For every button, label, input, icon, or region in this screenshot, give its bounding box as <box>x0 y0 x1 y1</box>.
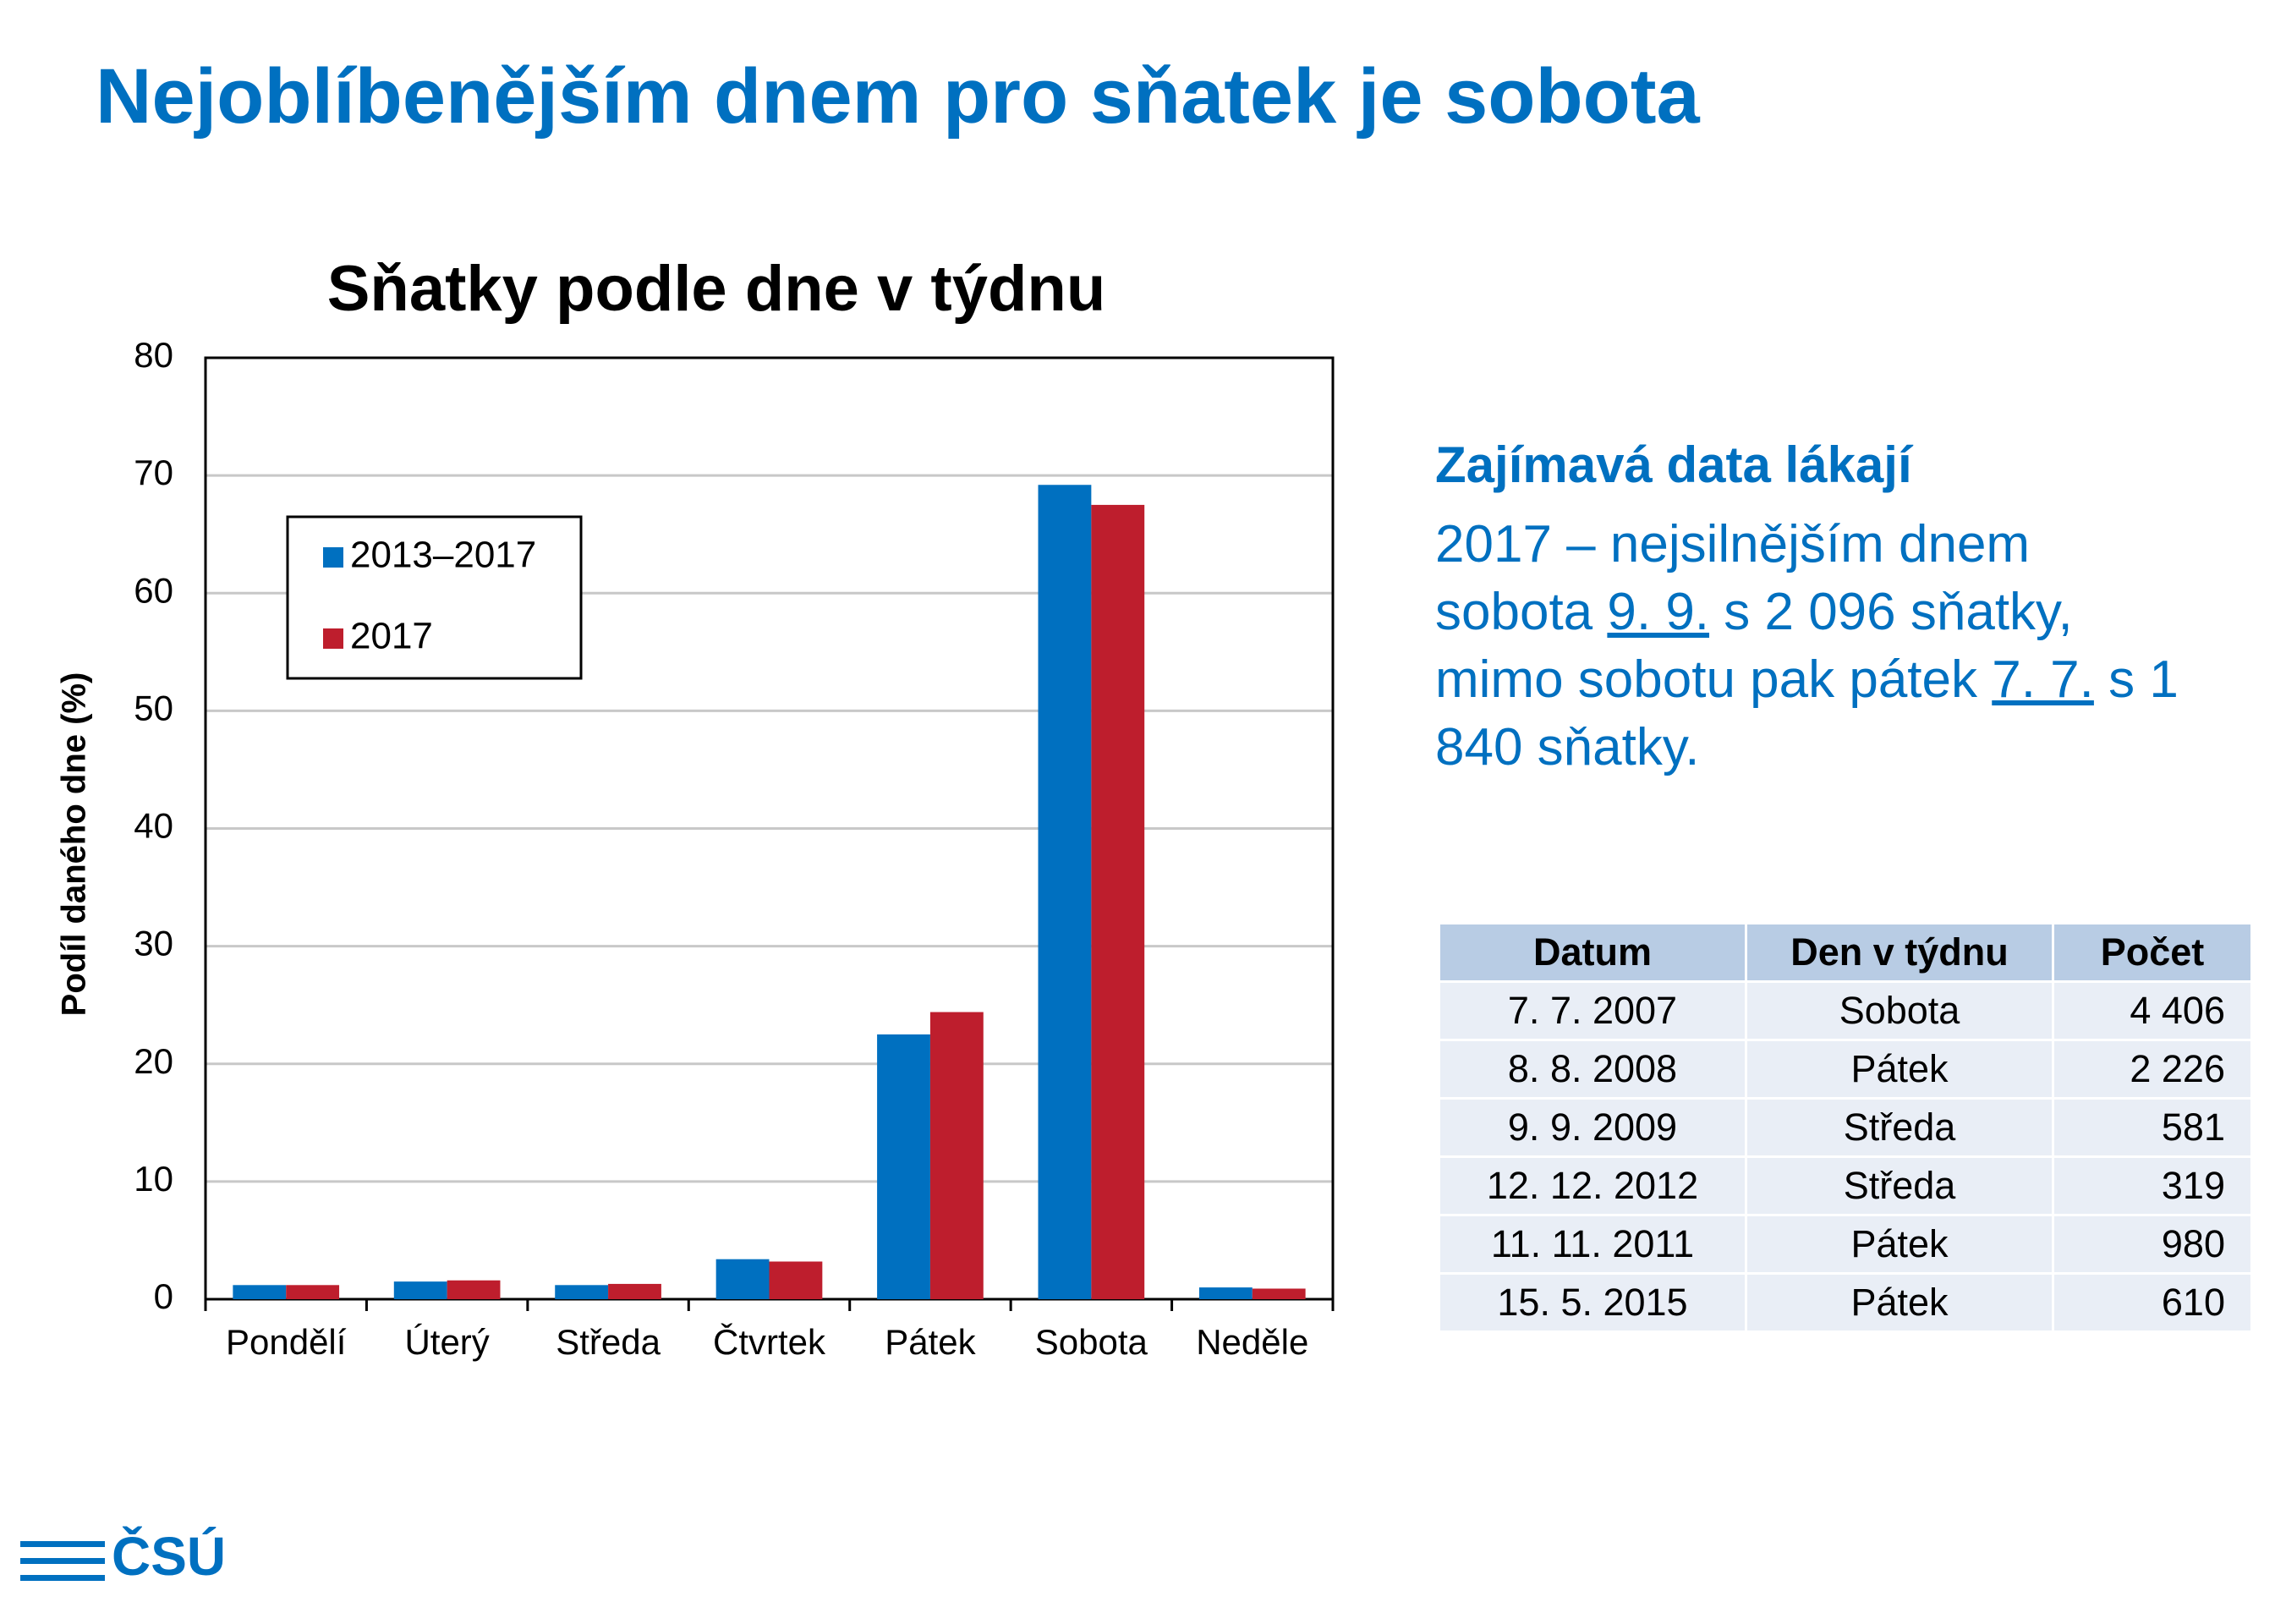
table: Datum Den v týdnu Počet 7. 7. 2007 Sobota 4 4… <box>1438 922 2253 1333</box>
table-row: 15. 5. 2015 Pátek 610 <box>1438 1272 2253 1333</box>
table-row: 7. 7. 2007 Sobota 4 406 <box>1438 980 2253 1041</box>
logo-stripe <box>20 1541 105 1547</box>
sidebar: Zajímavá data lákají 2017 – nejsilnějším… <box>1435 436 2179 782</box>
table-row: 9. 9. 2009 Středa 581 <box>1438 1097 2253 1158</box>
x-tick-label: Pondělí <box>226 1322 347 1362</box>
bar <box>393 1281 447 1299</box>
y-tick-label: 30 <box>134 924 173 963</box>
logo-stripe <box>20 1558 105 1564</box>
y-tick-label: 80 <box>134 335 173 375</box>
x-tick-label: Úterý <box>404 1322 489 1362</box>
link: 7. 7. <box>1992 650 2094 709</box>
legend-swatch <box>323 547 343 568</box>
y-tick-label: 70 <box>134 453 173 492</box>
text: 2017 – nejsilnějším dnem sobota <box>1435 515 2031 641</box>
text: s 2 096 sňatky, mimo sobotu pak pátek <box>1435 583 2073 709</box>
legend-label: 2017 <box>350 616 433 657</box>
x-tick-label: Čtvrtek <box>713 1322 826 1362</box>
bar <box>1038 485 1092 1299</box>
bar <box>929 1012 984 1299</box>
bar <box>877 1034 930 1299</box>
table-cell: Pátek <box>1745 1214 2054 1275</box>
table-cell: 4 406 <box>2052 980 2253 1041</box>
table-cell: 8. 8. 2008 <box>1438 1039 1747 1100</box>
header-cell: Den v týdnu <box>1745 922 2054 983</box>
slide-title: Nejoblíbenějším dnem pro sňatek je sobot… <box>96 53 1700 140</box>
table-cell: Sobota <box>1745 980 2054 1041</box>
table-cell: 2 226 <box>2052 1039 2253 1100</box>
bar <box>608 1283 661 1299</box>
logo-stripe <box>20 1575 105 1581</box>
table-cell: Středa <box>1745 1097 2054 1158</box>
x-tick-label: Pátek <box>885 1322 976 1362</box>
table-cell: 581 <box>2052 1097 2253 1158</box>
y-tick-label: 50 <box>134 688 173 727</box>
legend-box <box>286 515 583 680</box>
bar <box>1198 1287 1253 1299</box>
bar <box>447 1280 501 1299</box>
table-cell: Pátek <box>1745 1039 2054 1100</box>
x-tick-label: Neděle <box>1196 1322 1308 1362</box>
table-row: 12. 12. 2012 Středa 319 <box>1438 1155 2253 1216</box>
text: s 1 840 sňatky. <box>1435 650 2179 776</box>
header-cell: Datum <box>1438 922 1747 983</box>
header-row: Datum Den v týdnu Počet <box>1438 922 2253 983</box>
bar <box>1091 504 1145 1299</box>
y-tick-label: 20 <box>134 1041 173 1081</box>
y-tick-label: 60 <box>134 570 173 610</box>
table-cell: 9. 9. 2009 <box>1438 1097 1747 1158</box>
bar <box>715 1259 770 1299</box>
bar <box>1252 1288 1306 1299</box>
header-cell: Počet <box>2052 922 2253 983</box>
table-cell: 610 <box>2052 1272 2253 1333</box>
logo: ČSÚ <box>112 1525 226 1587</box>
legend-swatch <box>323 628 343 649</box>
table-cell: 980 <box>2052 1214 2253 1275</box>
y-tick-label: 10 <box>134 1159 173 1199</box>
table-cell: 12. 12. 2012 <box>1438 1155 1747 1216</box>
link: 9. 9. <box>1607 583 1710 641</box>
table-cell: Středa <box>1745 1155 2054 1216</box>
sidebar-text: 2017 – nejsilnějším dnem sobota 9. 9. s … <box>1435 511 2179 782</box>
y-axis-label: Podíl daného dne (%) <box>56 672 93 1017</box>
legend-label: 2013–2017 <box>350 535 536 576</box>
sidebar-heading: Zajímavá data lákají <box>1435 436 1912 493</box>
table-cell: 319 <box>2052 1155 2253 1216</box>
y-tick-label: 40 <box>134 806 173 846</box>
bar <box>555 1285 609 1299</box>
table-cell: 11. 11. 2011 <box>1438 1214 1747 1275</box>
table-cell: Pátek <box>1745 1272 2054 1333</box>
y-tick-label: 0 <box>154 1276 173 1316</box>
bar <box>769 1261 823 1299</box>
table-cell: 15. 5. 2015 <box>1438 1272 1747 1333</box>
bar <box>286 1285 340 1299</box>
chart-title: Sňatky podle dne v týdnu <box>327 253 1106 325</box>
x-tick-label: Středa <box>556 1322 661 1362</box>
bar <box>233 1285 287 1299</box>
table-row: 8. 8. 2008 Pátek 2 226 <box>1438 1039 2253 1100</box>
table-cell: 7. 7. 2007 <box>1438 980 1747 1041</box>
x-tick-label: Sobota <box>1035 1322 1148 1362</box>
table-row: 11. 11. 2011 Pátek 980 <box>1438 1214 2253 1275</box>
